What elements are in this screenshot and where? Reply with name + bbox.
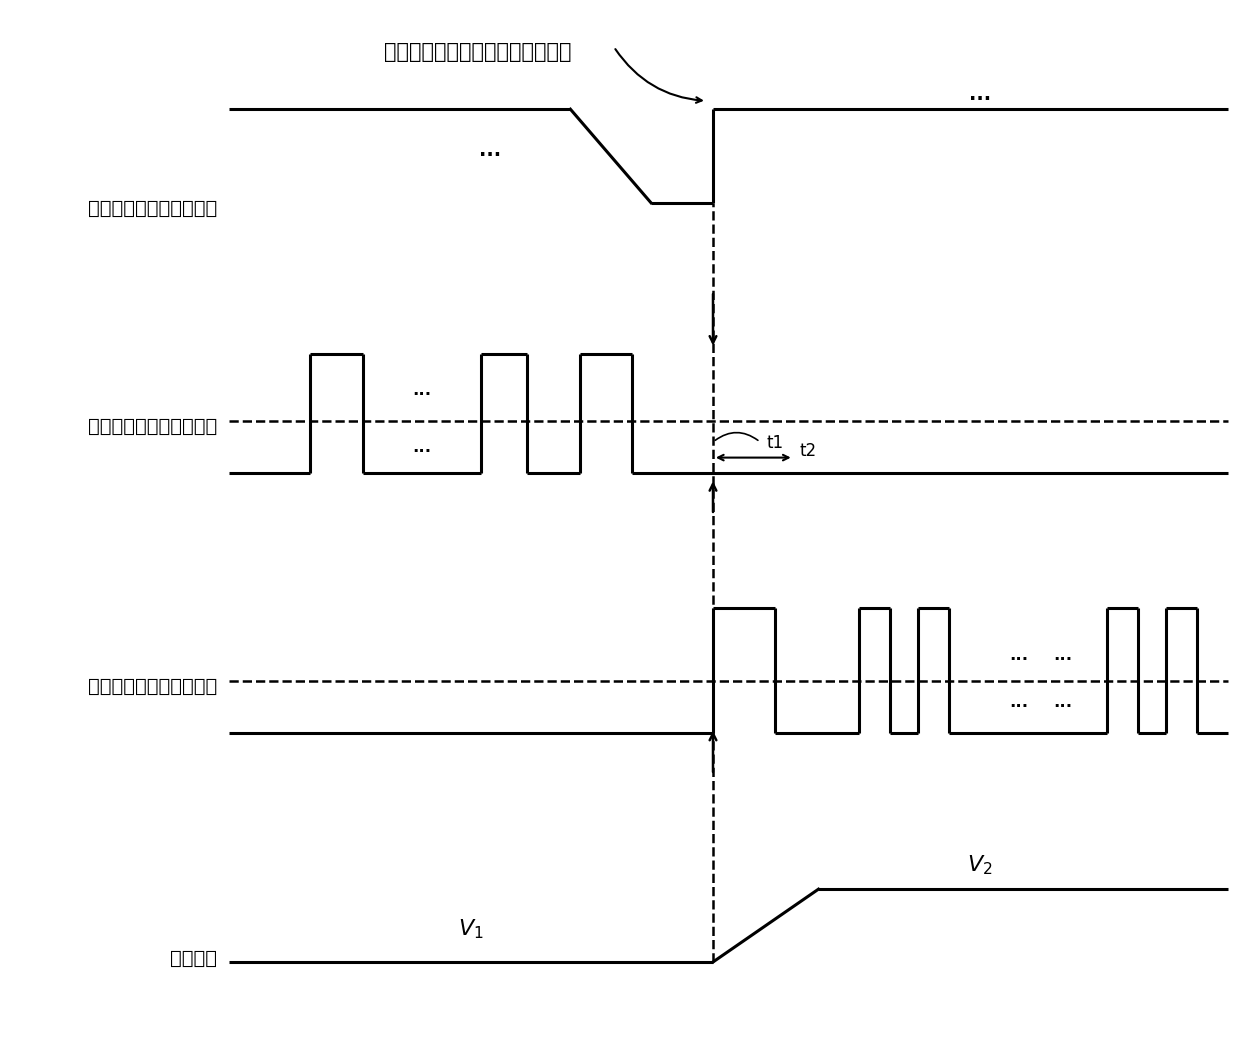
Text: 输出电压切换指令的变化: 输出电压切换指令的变化 — [88, 199, 217, 217]
Text: t2: t2 — [800, 442, 817, 461]
Text: $V_1$: $V_1$ — [459, 917, 484, 941]
Text: ...: ... — [413, 381, 432, 399]
Text: ...: ... — [1053, 646, 1073, 665]
Text: ...: ... — [1053, 693, 1073, 711]
Text: ...: ... — [413, 438, 432, 457]
Text: 接收输出电压切换指令的时间节点: 接收输出电压切换指令的时间节点 — [383, 42, 572, 61]
Text: t1: t1 — [766, 434, 784, 451]
Text: ...: ... — [479, 141, 501, 160]
Text: $V_2$: $V_2$ — [967, 853, 992, 877]
Text: 第一开关单元的驱动逻辑: 第一开关单元的驱动逻辑 — [88, 417, 217, 436]
Text: 第二开关单元的驱动逻辑: 第二开关单元的驱动逻辑 — [88, 677, 217, 696]
Text: ...: ... — [1009, 693, 1029, 711]
Text: ...: ... — [1009, 646, 1029, 665]
Text: 输出电压: 输出电压 — [170, 950, 217, 968]
Text: ...: ... — [968, 85, 991, 104]
